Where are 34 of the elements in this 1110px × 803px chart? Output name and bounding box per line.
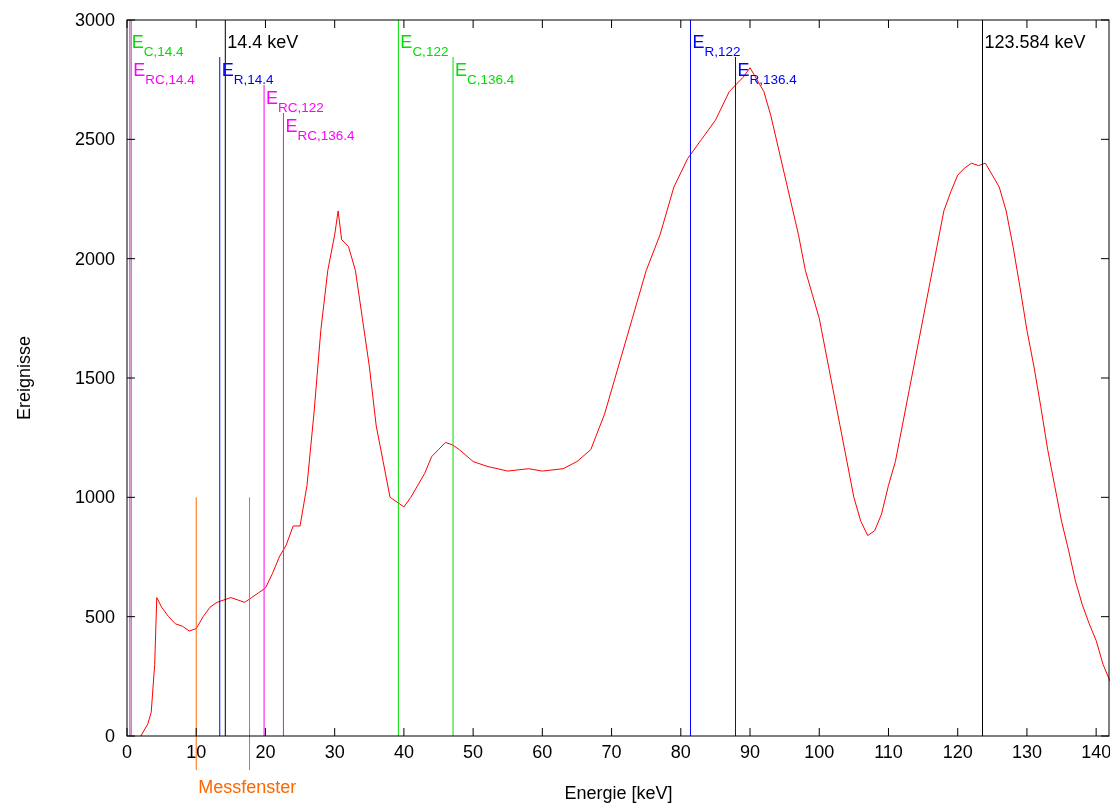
x-tick-label: 60 <box>532 742 553 762</box>
x-tick-label: 50 <box>463 742 484 762</box>
y-tick-label: 1000 <box>74 487 115 508</box>
ref-line-label: E$_{RC,122}$ <box>266 88 324 115</box>
x-tick-label: 40 <box>393 742 414 762</box>
x-tick-label: 120 <box>942 742 973 762</box>
ref-line-label: 123.584 keV <box>984 32 1086 52</box>
x-tick-label: 20 <box>255 742 276 762</box>
y-tick-label: 0 <box>104 726 115 746</box>
x-axis-title: Energie [keV] <box>564 783 673 803</box>
x-tick-label: 90 <box>740 742 761 762</box>
y-tick-label: 500 <box>84 606 115 627</box>
ref-line-label: E$_{C,136.4}$ <box>455 60 515 87</box>
x-tick-label: 130 <box>1011 742 1042 762</box>
y-tick-label: 3000 <box>74 10 115 30</box>
x-tick-label: 30 <box>324 742 345 762</box>
x-tick-label: 70 <box>601 742 622 762</box>
ref-line-label: E$_{R,122}$ <box>692 32 741 59</box>
ref-line-label: E$_{R,136.4}$ <box>737 60 798 87</box>
y-tick-label: 2500 <box>74 129 115 150</box>
y-tick-label: 1500 <box>74 368 115 388</box>
y-tick-label: 2000 <box>74 248 115 269</box>
x-tick-label: 110 <box>874 742 903 762</box>
x-tick-label: 0 <box>121 742 133 762</box>
ref-line-label: E$_{RC,136.4}$ <box>285 116 355 143</box>
ref-line-label: E$_{C,122}$ <box>400 32 449 59</box>
ref-line-label: E$_{C,14.4}$ <box>131 32 185 59</box>
x-tick-label: 80 <box>670 742 691 762</box>
y-axis-title: Ereignisse <box>14 335 34 421</box>
x-tick-label: 140 <box>1081 742 1110 762</box>
ref-line-label: Messfenster <box>198 777 297 797</box>
x-tick-label: 100 <box>804 742 835 762</box>
ref-line-label: E$_{RC,14.4}$ <box>133 60 196 87</box>
ref-line-label: 14.4 keV <box>227 32 299 52</box>
